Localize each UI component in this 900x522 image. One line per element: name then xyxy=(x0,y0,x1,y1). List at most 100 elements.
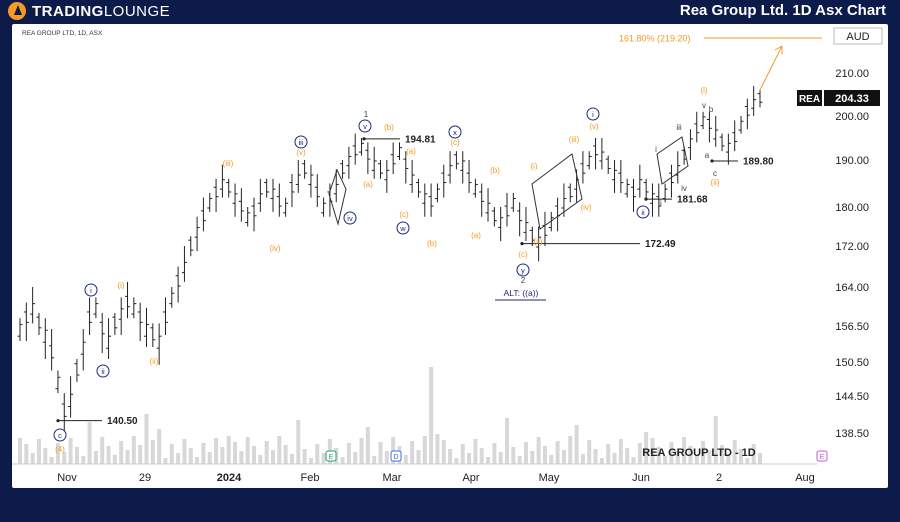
wave-label-primary-circle xyxy=(294,135,308,149)
volume-bar xyxy=(568,436,573,464)
volume-bar xyxy=(650,438,655,464)
volume-bar xyxy=(625,448,630,464)
volume-bar xyxy=(637,443,642,464)
wave-label-sub: ii xyxy=(658,199,662,208)
volume-bar xyxy=(473,439,478,464)
header-title: Rea Group Ltd. 1D Asx Chart xyxy=(679,2,886,19)
x-tick-label: 2024 xyxy=(217,472,242,484)
price-tag-symbol-bg xyxy=(797,90,822,106)
wave-label-primary-circle xyxy=(636,205,650,219)
volume-bar xyxy=(422,436,427,464)
wave-label-primary-circle xyxy=(343,211,357,225)
x-tick-label: May xyxy=(539,472,560,484)
volume-bar xyxy=(751,444,756,464)
volume-bar xyxy=(138,445,143,464)
volume-bar xyxy=(479,448,484,464)
wave-label-sub: i xyxy=(655,145,657,154)
volume-bar xyxy=(302,449,307,464)
volume-bar xyxy=(467,453,472,464)
volume-bar xyxy=(30,453,35,464)
wave-label-primary: i xyxy=(592,110,594,119)
wave-label-sub: iii xyxy=(676,123,682,132)
volume-bar xyxy=(694,455,699,464)
y-tick-label: 156.50 xyxy=(835,321,869,333)
wave-label-primary: x xyxy=(453,128,457,137)
volume-bar xyxy=(258,455,263,464)
volume-bar xyxy=(81,456,86,464)
volume-bar xyxy=(726,454,731,464)
volume-bar xyxy=(530,451,535,464)
volume-bar xyxy=(62,452,67,464)
volume-bar xyxy=(372,456,377,464)
wave-label-primary: w xyxy=(399,224,406,233)
logo-text: TRADINGLOUNGE xyxy=(32,3,170,20)
volume-bar xyxy=(131,436,136,464)
volume-bar xyxy=(201,443,206,464)
volume-bar xyxy=(340,457,345,464)
volume-bar xyxy=(315,444,320,464)
volume-bar xyxy=(245,437,250,464)
wave-label-primary: v xyxy=(363,122,367,131)
volume-bar xyxy=(460,444,465,464)
wave-label-minor: (ii) xyxy=(150,357,159,366)
volume-bar xyxy=(441,440,446,464)
event-marker-label: D xyxy=(393,454,398,461)
volume-bar xyxy=(593,449,598,464)
volume-bar xyxy=(492,443,497,464)
volume-bar xyxy=(675,451,680,464)
x-tick-label: 29 xyxy=(139,472,151,484)
volume-bar xyxy=(49,457,54,464)
currency-box xyxy=(833,27,883,45)
wave-label-minor: (iv) xyxy=(269,244,280,253)
event-marker-label: E xyxy=(329,454,334,461)
volume-bar xyxy=(587,440,592,464)
volume-bar xyxy=(239,451,244,464)
price-level-label: 181.68 xyxy=(677,195,708,206)
volume-bar xyxy=(511,447,516,464)
brand-logo[interactable]: TRADINGLOUNGE xyxy=(8,2,170,20)
wave-label-minor: (c) xyxy=(450,138,460,147)
volume-bar xyxy=(656,447,661,464)
volume-bar xyxy=(707,450,712,464)
volume-bar xyxy=(169,444,174,464)
event-marker-label: E xyxy=(820,454,825,461)
volume-bar xyxy=(644,432,649,464)
price-level-label: 140.50 xyxy=(107,416,138,427)
volume-bar xyxy=(378,442,383,464)
wave-label-minor: (i) xyxy=(117,281,124,290)
volume-bar xyxy=(100,437,105,464)
x-tick-label: Apr xyxy=(462,472,479,484)
wave-label-minor: (c) xyxy=(399,210,409,219)
wave-label-sub: v xyxy=(702,101,706,110)
volume-bar xyxy=(308,458,313,464)
volume-bar xyxy=(144,414,149,464)
volume-bar xyxy=(631,457,636,464)
price-chart[interactable]: 140.50 194.81 172.49 181.68 189.80 161.80% (2… xyxy=(12,24,888,488)
chart-panel[interactable]: REA GROUP LTD, 1D, ASX 140.50 194.81 172.4… xyxy=(12,24,888,488)
wave-label-minor: (b) xyxy=(427,239,437,248)
wave-label-minor: (v) xyxy=(589,122,599,131)
volume-bar xyxy=(353,452,358,464)
volume-bar xyxy=(688,446,693,464)
target-label: 161.80% (219.20) xyxy=(619,34,691,44)
wave-label-primary: y xyxy=(521,266,525,275)
wave-label-primary: ii xyxy=(641,208,645,217)
price-level-label: 194.81 xyxy=(405,134,436,145)
wave-label-minor: (iv) xyxy=(580,203,591,212)
volume-bar xyxy=(321,453,326,464)
x-tick-label: Mar xyxy=(383,472,402,484)
wave-label-minor: (4) xyxy=(55,445,65,454)
alt-wave-label: ALT: ((a)) xyxy=(504,288,539,298)
volume-bar xyxy=(561,450,566,464)
wave-label-primary: i xyxy=(90,286,92,295)
volume-bar xyxy=(732,440,737,464)
volume-bar xyxy=(150,440,155,464)
volume-bar xyxy=(188,448,193,464)
volume-bar xyxy=(207,452,212,464)
volume-bar xyxy=(252,446,257,464)
wave-channel xyxy=(328,168,347,226)
wave-label-primary: iii xyxy=(299,138,304,147)
volume-bar xyxy=(416,450,421,464)
volume-bar xyxy=(182,439,187,464)
